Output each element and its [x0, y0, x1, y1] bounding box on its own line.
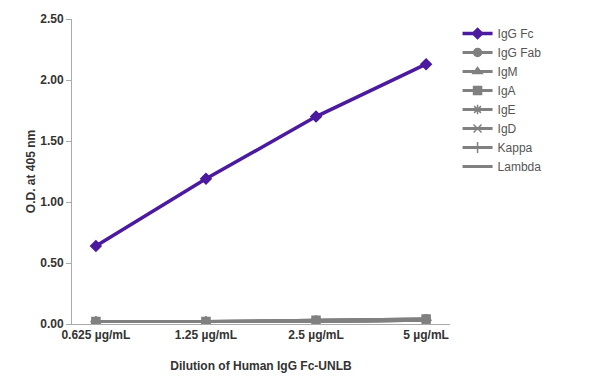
- svg-text:Kappa: Kappa: [498, 141, 533, 155]
- svg-text:1.50: 1.50: [40, 134, 64, 148]
- svg-text:2.50: 2.50: [40, 12, 64, 26]
- svg-text:0.50: 0.50: [40, 256, 64, 270]
- svg-text:Dilution of Human IgG Fc-UNLB: Dilution of Human IgG Fc-UNLB: [170, 359, 352, 373]
- svg-text:0.625 µg/mL: 0.625 µg/mL: [61, 328, 130, 342]
- svg-text:2.00: 2.00: [40, 73, 64, 87]
- svg-text:O.D. at 405 nm: O.D. at 405 nm: [24, 130, 38, 213]
- svg-text:IgG Fc: IgG Fc: [498, 27, 534, 41]
- svg-text:Lambda: Lambda: [498, 160, 542, 174]
- svg-text:1.00: 1.00: [40, 195, 64, 209]
- svg-text:IgE: IgE: [498, 103, 516, 117]
- svg-text:IgG Fab: IgG Fab: [498, 46, 542, 60]
- svg-text:5 µg/mL: 5 µg/mL: [403, 328, 449, 342]
- svg-text:IgM: IgM: [498, 65, 518, 79]
- svg-text:2.5 µg/mL: 2.5 µg/mL: [288, 328, 344, 342]
- svg-text:1.25 µg/mL: 1.25 µg/mL: [175, 328, 237, 342]
- svg-text:IgD: IgD: [498, 122, 517, 136]
- svg-text:0.00: 0.00: [40, 317, 64, 331]
- svg-text:IgA: IgA: [498, 84, 516, 98]
